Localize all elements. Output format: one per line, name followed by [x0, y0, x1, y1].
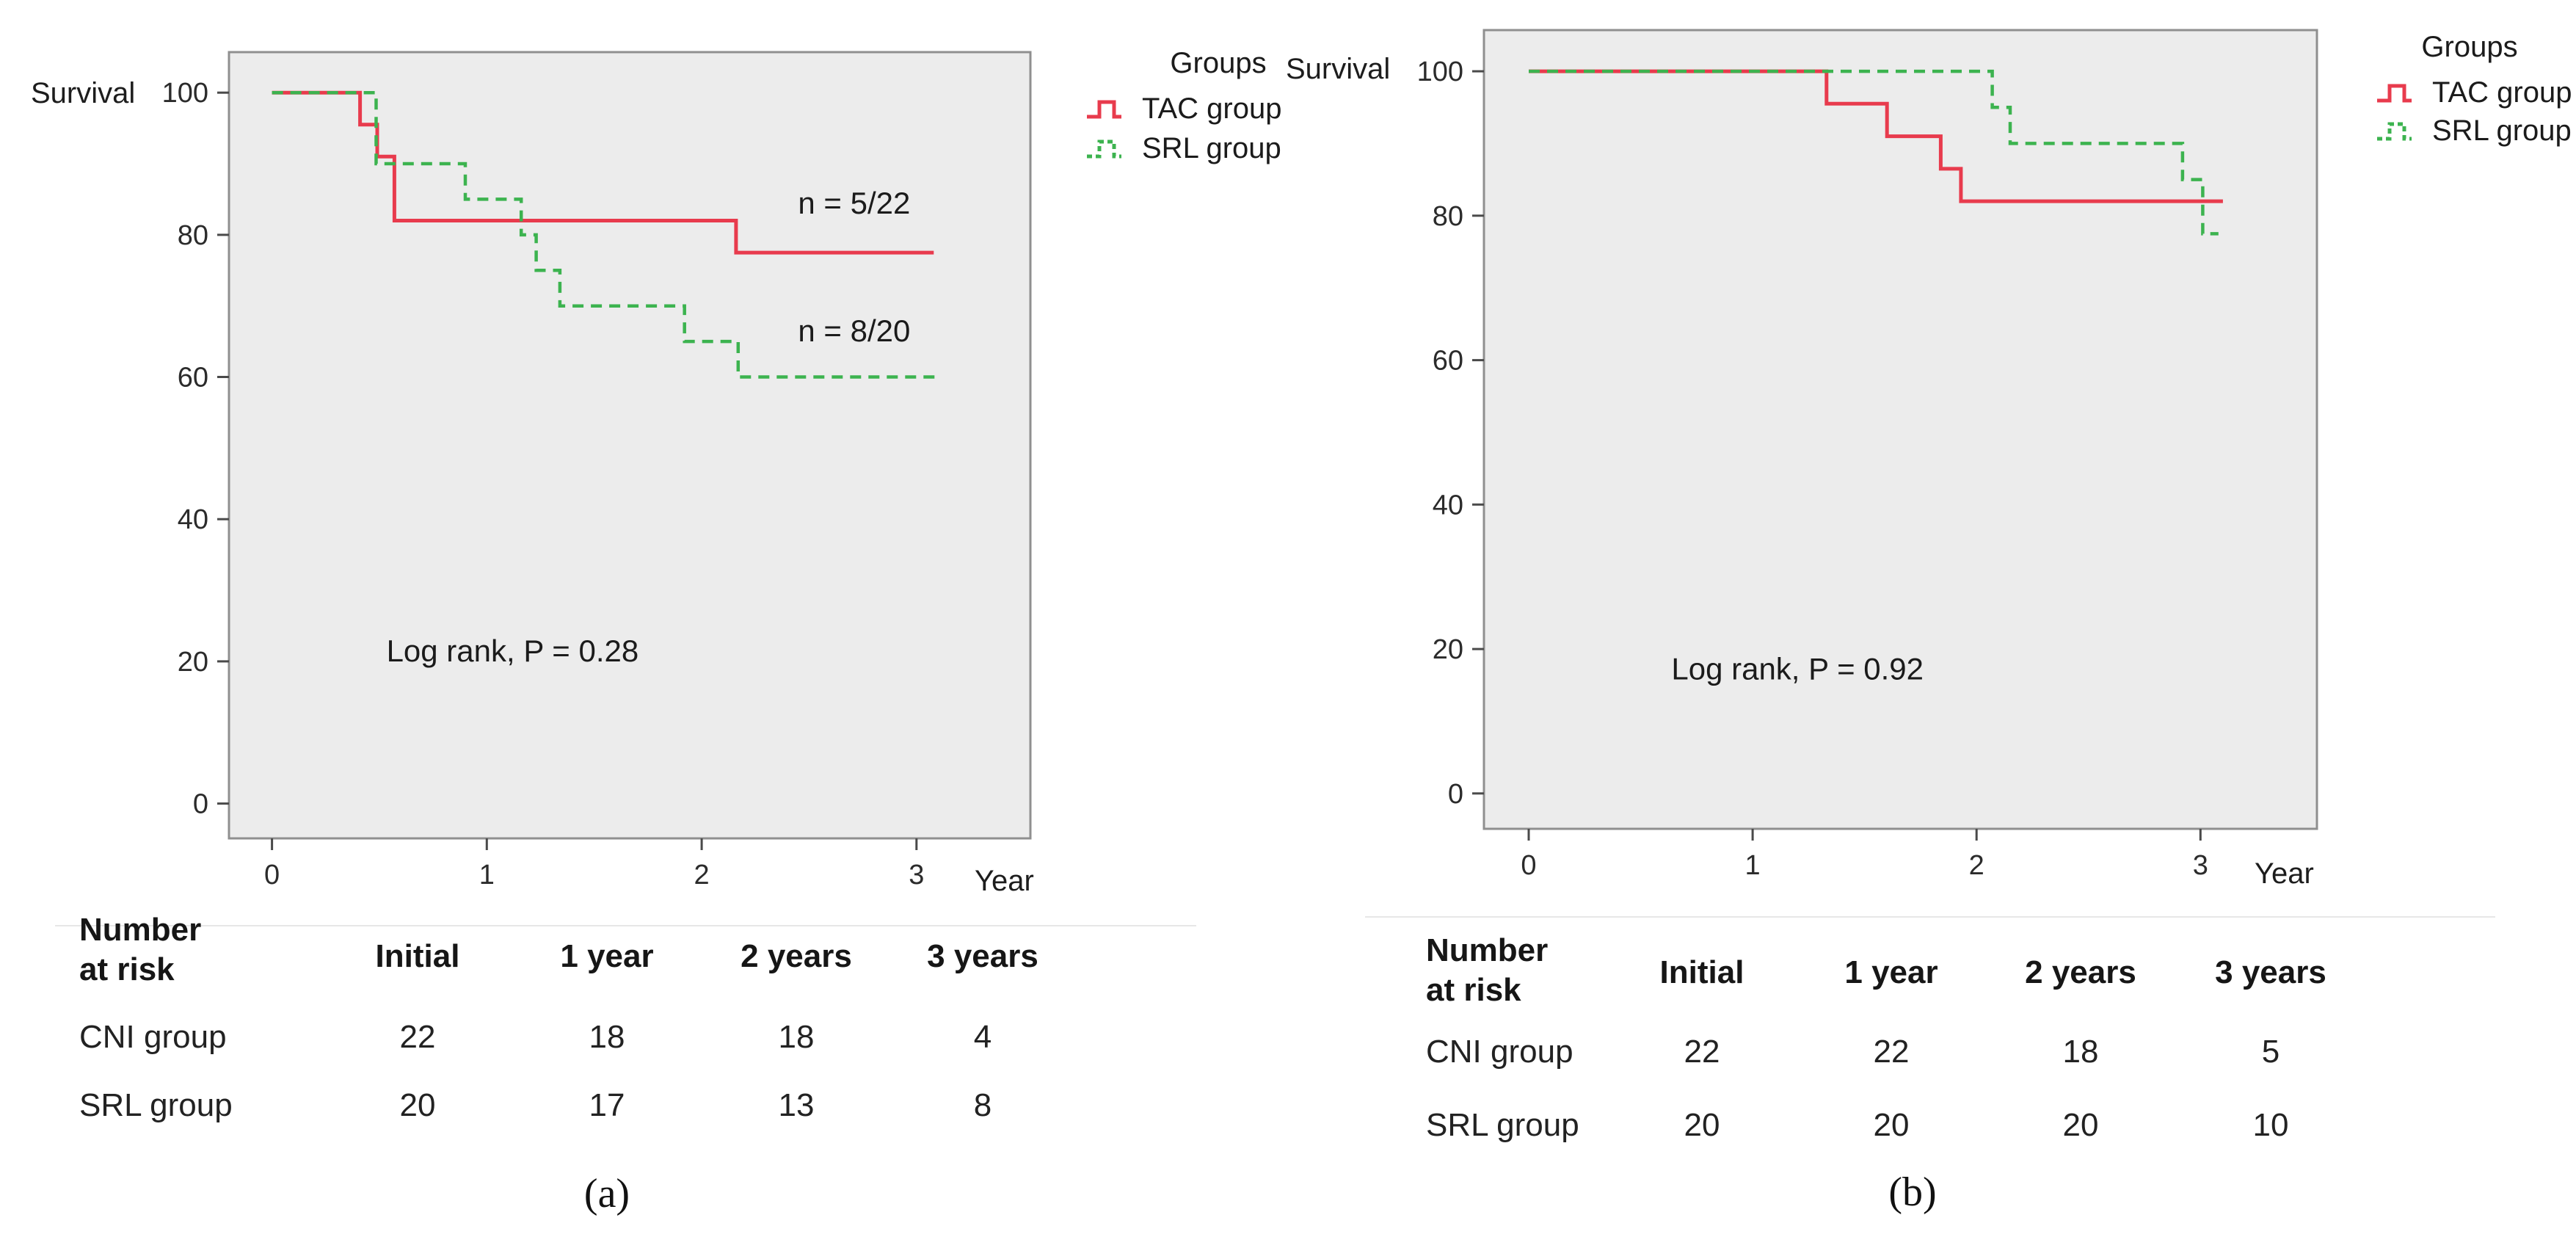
legend-entry-tac: TAC group [2375, 76, 2572, 109]
tac-line-icon [2377, 84, 2412, 102]
x-tick-label: 3 [909, 860, 924, 890]
risk-value: 22 [1873, 1034, 1910, 1070]
x-tick-label: 2 [1969, 850, 1984, 881]
y-tick-label: 80 [178, 220, 208, 251]
x-tick-label: 2 [694, 860, 710, 890]
annotation: n = 5/22 [798, 186, 910, 220]
row-label: CNI group [1426, 1034, 1573, 1070]
y-tick-label: 40 [178, 504, 208, 535]
y-tick-label: 20 [178, 647, 208, 678]
legend-entry-label: TAC group [2432, 76, 2572, 109]
risk-value: 18 [2062, 1034, 2099, 1070]
plot-area [1482, 29, 2318, 830]
legend-entry-label: SRL group [2432, 115, 2572, 147]
column-header: Initial [375, 938, 460, 974]
x-tick-label: 1 [479, 860, 495, 890]
annotation: Log rank, P = 0.92 [1671, 651, 1924, 686]
srl-line-icon [1087, 139, 1121, 158]
legend-entry-label: SRL group [1142, 132, 1281, 164]
legend-title: Groups [2421, 31, 2518, 63]
column-header: 1 year [1844, 954, 1938, 990]
risk-table-header: at risk [79, 951, 175, 987]
risk-value: 13 [778, 1087, 815, 1123]
x-tick-label: 1 [1745, 850, 1761, 881]
column-header: 1 year [560, 938, 654, 974]
risk-value: 22 [399, 1019, 436, 1055]
legend-entry-label: TAC group [1142, 92, 1282, 125]
risk-value: 10 [2252, 1107, 2289, 1143]
risk-value: 5 [2261, 1034, 2280, 1070]
annotation: n = 8/20 [798, 313, 910, 348]
column-header: Initial [1659, 954, 1744, 990]
x-tick-label: 3 [2193, 850, 2208, 881]
x-axis-title: Year [2255, 857, 2314, 890]
y-axis-title: Survival [1286, 53, 1391, 85]
column-header: 2 years [741, 938, 852, 974]
y-tick-label: 0 [193, 789, 208, 820]
risk-value: 20 [399, 1087, 436, 1123]
srl-group-curve [272, 90, 936, 379]
risk-table-header: Number [1426, 932, 1549, 968]
row-label: CNI group [79, 1019, 227, 1055]
y-tick-label: 60 [178, 363, 208, 393]
column-header: 2 years [2025, 954, 2136, 990]
y-tick-label: 40 [1433, 490, 1463, 520]
row-label: SRL group [79, 1087, 233, 1123]
legend-title: Groups [1170, 47, 1267, 79]
tac-group-curve [272, 90, 934, 255]
y-tick-label: 100 [1417, 57, 1463, 87]
legend-entry-srl: SRL group [2375, 115, 2572, 148]
km-plot-b: 100 80 60 40 20 0 0 1 2 3 Log rank, P = 0.92 [1417, 29, 2318, 881]
risk-value: 20 [2062, 1107, 2099, 1143]
risk-value: 22 [1684, 1034, 1720, 1070]
x-tick-label: 0 [264, 860, 280, 890]
y-axis-title: Survival [31, 77, 136, 109]
tac-group-curve [1529, 69, 2223, 203]
column-header: 3 years [2215, 954, 2326, 990]
risk-value: 8 [973, 1087, 992, 1123]
column-header: 3 years [927, 938, 1038, 974]
km-plot-a: 100 80 60 40 20 0 0 1 2 3 n = 5/22 n = 8/20 Log rank… [162, 51, 1032, 890]
plot-area [228, 51, 1032, 840]
annotation: Log rank, P = 0.28 [387, 634, 639, 668]
x-tick-label: 0 [1521, 850, 1536, 881]
legend-entry-tac: TAC group [1085, 92, 1281, 126]
risk-table-header: at risk [1426, 972, 1521, 1008]
tac-line-icon [1087, 100, 1121, 118]
srl-group-curve [1529, 69, 2219, 236]
table-divider [55, 925, 1196, 926]
panel-caption: (b) [1888, 1169, 1937, 1215]
risk-value: 17 [589, 1087, 625, 1123]
srl-line-icon [2377, 122, 2412, 140]
y-tick-label: 0 [1448, 779, 1463, 810]
y-tick-label: 60 [1433, 346, 1463, 377]
risk-value: 20 [1873, 1107, 1910, 1143]
risk-value: 18 [778, 1019, 815, 1055]
risk-value: 18 [589, 1019, 625, 1055]
risk-table-header: Number [79, 912, 202, 948]
y-tick-label: 80 [1433, 201, 1463, 232]
y-tick-label: 20 [1433, 634, 1463, 665]
y-tick-label: 100 [162, 78, 208, 109]
table-divider [1365, 916, 2495, 918]
x-axis-title: Year [975, 865, 1034, 897]
panel-b: 100 80 60 40 20 0 0 1 2 3 Log rank, P = 0.92 Survi… [1284, 0, 2576, 1248]
risk-value: 20 [1684, 1107, 1720, 1143]
panel-a: 100 80 60 40 20 0 0 1 2 3 n = 5/22 n = 8/20 Log rank… [31, 47, 1281, 1216]
panel-caption: (a) [583, 1171, 630, 1216]
row-label: SRL group [1426, 1107, 1579, 1143]
legend-entry-srl: SRL group [1085, 132, 1281, 165]
risk-value: 4 [973, 1019, 992, 1055]
